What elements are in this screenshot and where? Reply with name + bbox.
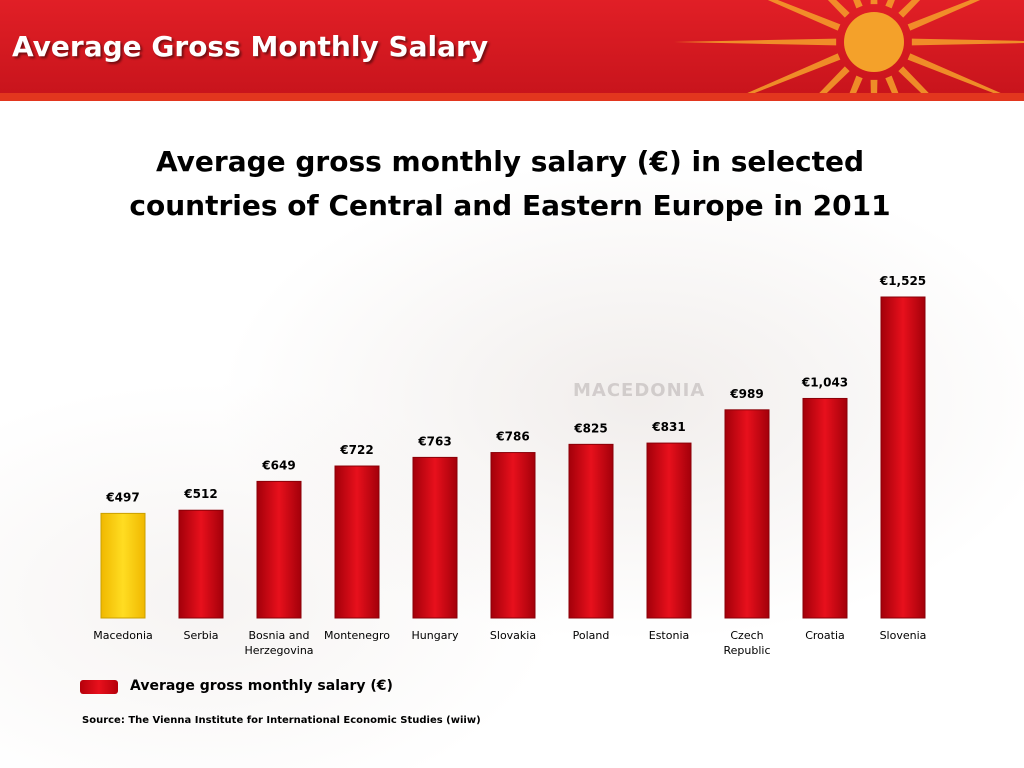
chart-title-line-2: countries of Central and Eastern Europe … bbox=[129, 189, 891, 222]
background-map bbox=[0, 100, 1024, 768]
header-divider bbox=[0, 93, 1024, 101]
bar-serbia bbox=[178, 509, 224, 619]
header-banner: Average Gross Monthly Salary bbox=[0, 0, 1024, 95]
bar-slovakia bbox=[490, 452, 536, 619]
sun-ray-icon bbox=[848, 75, 863, 95]
data-label: €989 bbox=[729, 387, 763, 401]
source-text: The Vienna Institute for International E… bbox=[128, 715, 481, 726]
data-label: €831 bbox=[651, 420, 685, 434]
x-tick-label: Serbia bbox=[183, 629, 218, 642]
chart-title: Average gross monthly salary (€) in sele… bbox=[60, 140, 960, 228]
sun-ray-icon bbox=[870, 79, 878, 95]
sun-ray-icon bbox=[870, 0, 878, 5]
x-tick-label: Estonia bbox=[649, 629, 690, 642]
sun-ray-icon bbox=[898, 66, 931, 95]
bar-estonia bbox=[646, 442, 692, 619]
bar-slovenia bbox=[880, 296, 926, 619]
data-label: €722 bbox=[339, 443, 373, 457]
data-label: €825 bbox=[573, 421, 607, 435]
data-label: €649 bbox=[261, 458, 295, 472]
sun-logo-icon bbox=[674, 0, 1024, 95]
page-title: Average Gross Monthly Salary bbox=[12, 30, 489, 63]
sun-ray-icon bbox=[767, 0, 841, 31]
bar-hungary bbox=[412, 456, 458, 619]
x-tick-label: Hungary bbox=[412, 629, 459, 642]
map-watermark-label: MACEDONIA bbox=[573, 380, 706, 401]
bar-bosnia-and-herzegovina bbox=[256, 480, 302, 619]
sun-ray-icon bbox=[907, 53, 1006, 95]
sun-ray-icon bbox=[674, 38, 837, 46]
chart-title-line-1: Average gross monthly salary (€) in sele… bbox=[155, 145, 865, 178]
bar-montenegro bbox=[334, 465, 380, 619]
sun-ray-icon bbox=[885, 0, 895, 9]
sun-ray-icon bbox=[885, 75, 900, 95]
x-tick-label: Czech bbox=[730, 629, 763, 642]
bar-chart: €497 Macedonia €512 Serbia €649 Bosnia and Her… bbox=[93, 274, 927, 657]
data-label: €1,525 bbox=[879, 274, 926, 288]
x-tick-label: Republic bbox=[723, 644, 770, 657]
legend-swatch bbox=[80, 680, 118, 694]
bar-croatia bbox=[802, 397, 848, 619]
legend-label: Average gross monthly salary (€) bbox=[130, 678, 393, 694]
sun-ray-icon bbox=[898, 0, 921, 18]
sun-ray-icon bbox=[742, 53, 841, 95]
bar-macedonia bbox=[100, 512, 146, 619]
data-label: €1,043 bbox=[801, 375, 848, 389]
x-tick-label: Macedonia bbox=[93, 629, 153, 642]
x-tick-label: Slovakia bbox=[490, 629, 536, 642]
x-tick-label: Bosnia and bbox=[249, 629, 310, 642]
x-tick-label: Herzegovina bbox=[244, 644, 313, 657]
data-label: €763 bbox=[417, 434, 451, 448]
x-tick-label: Montenegro bbox=[324, 629, 390, 642]
data-label: €786 bbox=[495, 430, 529, 444]
x-tick-label: Croatia bbox=[805, 629, 845, 642]
sun-ray-icon bbox=[817, 66, 850, 95]
sun-ray-icon bbox=[907, 0, 981, 31]
sun-ray-icon bbox=[853, 0, 863, 9]
bar-poland bbox=[568, 443, 614, 619]
x-tick-label: Slovenia bbox=[880, 629, 927, 642]
sun-ray-icon bbox=[911, 38, 1024, 46]
bar-czech-republic bbox=[724, 409, 770, 619]
source-prefix: Source: bbox=[82, 715, 125, 726]
sun-ray-icon bbox=[827, 0, 850, 18]
x-tick-label: Poland bbox=[573, 629, 610, 642]
data-label: €512 bbox=[183, 487, 217, 501]
source-note: Source: The Vienna Institute for Interna… bbox=[82, 715, 481, 726]
data-label: €497 bbox=[105, 490, 139, 504]
